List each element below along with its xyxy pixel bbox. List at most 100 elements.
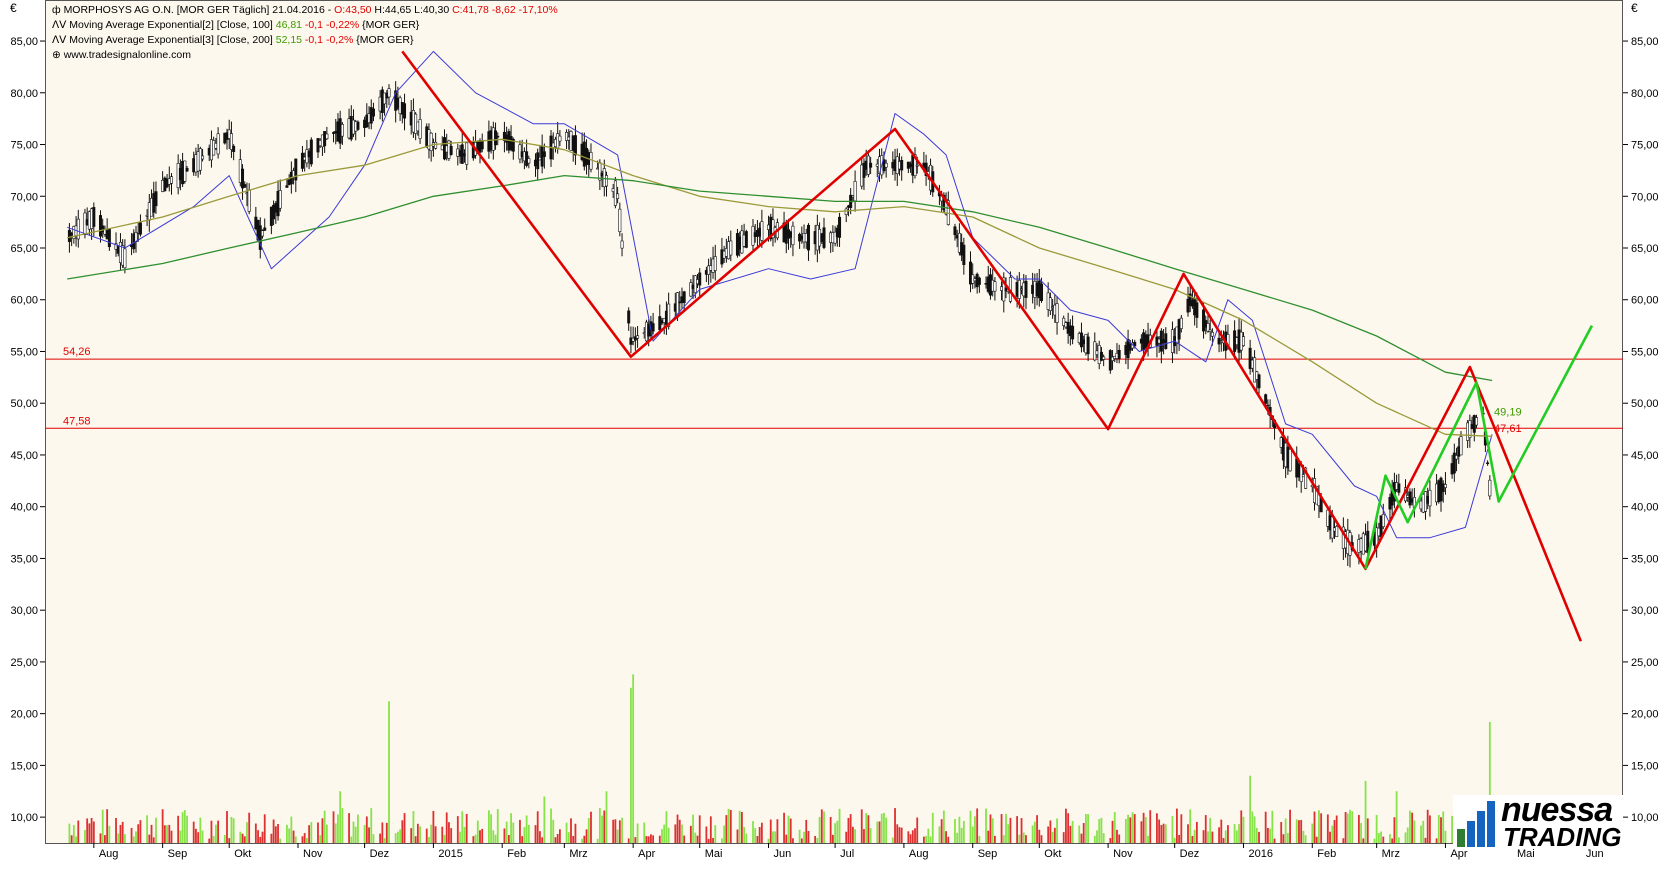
- volume-bar: [938, 826, 941, 843]
- volume-bar: [634, 837, 637, 843]
- candle-body: [618, 208, 622, 232]
- candle-body: [232, 145, 236, 152]
- volume-bar: [1209, 817, 1212, 843]
- volume-bar: [772, 831, 774, 843]
- candle-body: [247, 189, 251, 212]
- volume-bar: [1273, 838, 1276, 843]
- candle-body: [1179, 317, 1183, 329]
- volume-bar: [721, 838, 723, 843]
- volume-bar: [705, 826, 708, 843]
- y-tick-label-left: 25,00: [10, 657, 38, 669]
- volume-bar: [496, 809, 499, 843]
- candle-body: [387, 88, 391, 98]
- currency-left-label: €: [10, 1, 17, 15]
- volume-bar: [885, 817, 888, 843]
- volume-bar: [1329, 831, 1331, 843]
- volume-bar: [818, 816, 821, 843]
- volume-bar: [978, 835, 981, 843]
- volume-bar: [1360, 823, 1363, 843]
- volume-bar: [1342, 838, 1345, 843]
- volume-bar: [1069, 825, 1072, 843]
- volume-bar: [123, 834, 126, 843]
- horizontal-level-label: 54,26: [63, 346, 91, 358]
- volume-bar: [1065, 808, 1067, 843]
- volume-bar: [1144, 816, 1147, 843]
- candle-body: [1335, 526, 1339, 537]
- candle-body: [170, 176, 174, 184]
- volume-bar: [1333, 819, 1336, 843]
- volume-bar: [521, 836, 524, 843]
- volume-bar: [760, 822, 763, 843]
- volume-bar: [492, 830, 495, 843]
- volume-bar: [956, 832, 959, 843]
- volume-bar: [155, 817, 157, 843]
- volume-bar: [179, 830, 182, 843]
- volume-bar: [479, 830, 481, 843]
- volume-bar: [929, 836, 932, 843]
- volume-bar: [1018, 834, 1021, 843]
- y-tick-label-left: 30,00: [10, 605, 38, 617]
- volume-bar: [570, 818, 572, 843]
- volume-bar: [1025, 835, 1027, 843]
- volume-bar: [565, 822, 568, 843]
- volume-bar: [490, 814, 493, 843]
- candle-body: [371, 108, 375, 117]
- candle-body: [1241, 336, 1245, 346]
- volume-bar: [621, 817, 623, 843]
- volume-bar: [807, 830, 810, 843]
- candle-body: [862, 162, 866, 178]
- volume-bar: [787, 815, 790, 843]
- volume-bar: [616, 829, 619, 843]
- volume-bar: [1395, 791, 1398, 843]
- volume-bar: [1047, 826, 1050, 843]
- volume-bar: [186, 815, 188, 843]
- volume-bar: [416, 823, 419, 843]
- volume-bar: [1191, 835, 1194, 843]
- volume-bar: [494, 834, 497, 843]
- volume-bar: [317, 822, 319, 843]
- volume-bar: [106, 809, 109, 843]
- volume-bar: [1109, 838, 1112, 843]
- volume-bar: [574, 823, 577, 843]
- volume-bar: [217, 820, 220, 843]
- volume-bar: [232, 818, 235, 843]
- candle-body: [1452, 452, 1456, 474]
- red-zigzag-line: [401, 50, 1583, 642]
- volume-bar: [1049, 820, 1052, 843]
- horizontal-level-label: 47,58: [63, 415, 91, 427]
- candle-body: [542, 151, 546, 157]
- volume-bar: [738, 810, 741, 843]
- volume-bar: [1195, 821, 1198, 843]
- legend-ma200-value: 52,15: [275, 34, 303, 46]
- candle-body: [1062, 317, 1066, 326]
- legend-open: O:43,50: [334, 4, 372, 16]
- volume-bar: [942, 810, 945, 843]
- candle-body: [713, 256, 717, 271]
- candle-body: [1257, 374, 1261, 389]
- volume-bar: [286, 824, 288, 843]
- candle-body: [1208, 329, 1212, 332]
- volume-bar: [1318, 810, 1320, 843]
- volume-bar: [1142, 812, 1145, 843]
- volume-bar: [883, 812, 885, 843]
- volume-bar: [1158, 819, 1161, 843]
- volume-bar: [99, 833, 102, 843]
- legend-symbol-line: ф MORPHOSYS AG O.N. [MOR GER Täglich] 21…: [52, 4, 558, 16]
- legend-ma-icon: ᐱᐯ: [52, 34, 70, 46]
- legend-ma100-line: ᐱᐯ Moving Average Exponential[2] [Close,…: [52, 19, 419, 31]
- volume-bar: [869, 828, 872, 843]
- volume-bar: [1440, 817, 1442, 843]
- volume-bar: [177, 815, 180, 843]
- volume-bar: [325, 824, 328, 843]
- volume-bar: [1124, 818, 1127, 843]
- y-tick-label-right: 85,00: [1631, 36, 1659, 48]
- envelope-line: [67, 50, 1493, 539]
- candle-body: [605, 175, 609, 187]
- y-tick-label-left: 55,00: [10, 346, 38, 358]
- y-tick-label-left: 65,00: [10, 243, 38, 255]
- volume-bar: [614, 819, 617, 843]
- plot-border: [45, 0, 1623, 844]
- volume-bar: [512, 822, 515, 843]
- y-tick-label-left: 50,00: [10, 398, 38, 410]
